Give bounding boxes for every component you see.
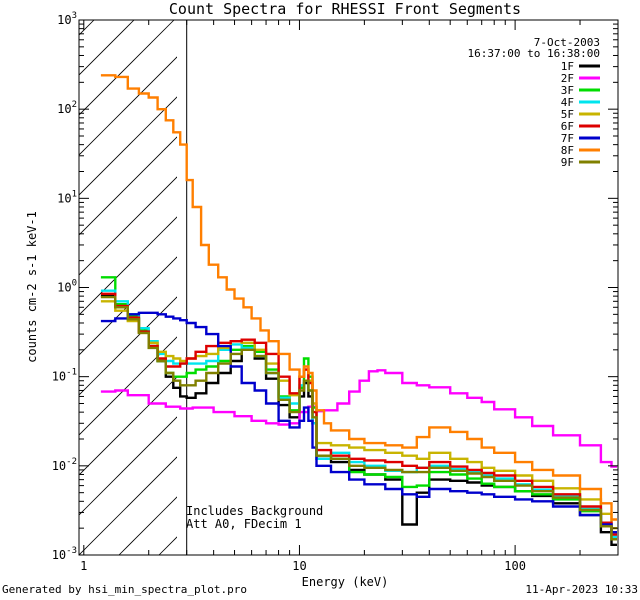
footer-timestamp: 11-Apr-2023 10:33 bbox=[525, 583, 638, 596]
hatched-background-region bbox=[0, 20, 640, 555]
hatch-line bbox=[79, 176, 177, 276]
legend-label-2F: 2F bbox=[561, 72, 574, 85]
y-tick-label: 10-1 bbox=[52, 368, 77, 384]
y-tick-exponent: -1 bbox=[66, 368, 77, 378]
y-tick-exponent: -2 bbox=[66, 457, 77, 467]
series-3F bbox=[100, 276, 617, 541]
x-tick-label: 100 bbox=[504, 559, 526, 573]
y-tick-exponent: 3 bbox=[72, 11, 77, 21]
legend-label-6F: 6F bbox=[561, 120, 574, 133]
y-tick-label: 10-2 bbox=[52, 457, 77, 473]
series-4F bbox=[100, 289, 617, 538]
y-tick-exponent: -3 bbox=[66, 546, 77, 556]
axis-ticks bbox=[79, 20, 619, 556]
x-axis-label: Energy (keV) bbox=[302, 575, 389, 589]
hatch-line bbox=[599, 20, 640, 555]
series-8F bbox=[100, 74, 617, 521]
info-date: 7-Oct-2003 bbox=[534, 36, 600, 49]
y-tick-base: 10 bbox=[52, 548, 66, 562]
y-tick-exponent: 1 bbox=[72, 189, 77, 199]
x-tick-label: 1 bbox=[80, 559, 87, 573]
y-tick-label: 101 bbox=[57, 189, 77, 205]
legend-label-4F: 4F bbox=[561, 96, 574, 109]
legend-label-9F: 9F bbox=[561, 156, 574, 169]
y-tick-base: 10 bbox=[57, 13, 71, 27]
legend-label-3F: 3F bbox=[561, 84, 574, 97]
footer-generated-by: Generated by hsi_min_spectra_plot.pro bbox=[2, 583, 248, 596]
y-tick-label: 102 bbox=[57, 100, 77, 116]
series-1F bbox=[100, 294, 617, 546]
y-tick-exponent: 2 bbox=[72, 100, 77, 110]
y-tick-base: 10 bbox=[52, 459, 66, 473]
y-tick-base: 10 bbox=[57, 191, 71, 205]
x-tick-label: 10 bbox=[292, 559, 306, 573]
legend-label-1F: 1F bbox=[561, 60, 574, 73]
hatch-line bbox=[0, 20, 14, 555]
info-time-range: 16:37:00 to 16:38:00 bbox=[468, 47, 600, 60]
hatch-line bbox=[79, 56, 177, 156]
annotation-attenuator: Att A0, FDecim 1 bbox=[186, 517, 302, 531]
y-tick-base: 10 bbox=[52, 370, 66, 384]
hatch-line bbox=[79, 256, 177, 356]
y-tick-label: 100 bbox=[57, 279, 77, 295]
x-tick-labels: 1 10 100 bbox=[80, 559, 526, 573]
y-tick-base: 10 bbox=[57, 281, 71, 295]
y-tick-base: 10 bbox=[57, 102, 71, 116]
series-2F bbox=[100, 369, 617, 468]
series-6F bbox=[100, 292, 617, 536]
y-tick-exponent: 0 bbox=[72, 279, 77, 289]
y-tick-label: 10-3 bbox=[52, 546, 77, 562]
series-group bbox=[100, 74, 617, 546]
hatch-line bbox=[79, 416, 177, 516]
y-axis-label-text: counts cm-2 s-1 keV-1 bbox=[25, 211, 39, 363]
hatch-line bbox=[79, 456, 177, 555]
chart-title: Count Spectra for RHESSI Front Segments bbox=[169, 0, 521, 18]
legend-label-5F: 5F bbox=[561, 108, 574, 121]
series-9F bbox=[100, 295, 617, 541]
hatch-line bbox=[79, 216, 177, 316]
series-7F bbox=[100, 311, 617, 534]
annotation-background: Includes Background bbox=[186, 504, 323, 518]
legend-label-7F: 7F bbox=[561, 132, 574, 145]
y-tick-label: 103 bbox=[57, 11, 77, 27]
legend-label-8F: 8F bbox=[561, 144, 574, 157]
y-axis-label: counts cm-2 s-1 keV-1 bbox=[25, 211, 39, 363]
